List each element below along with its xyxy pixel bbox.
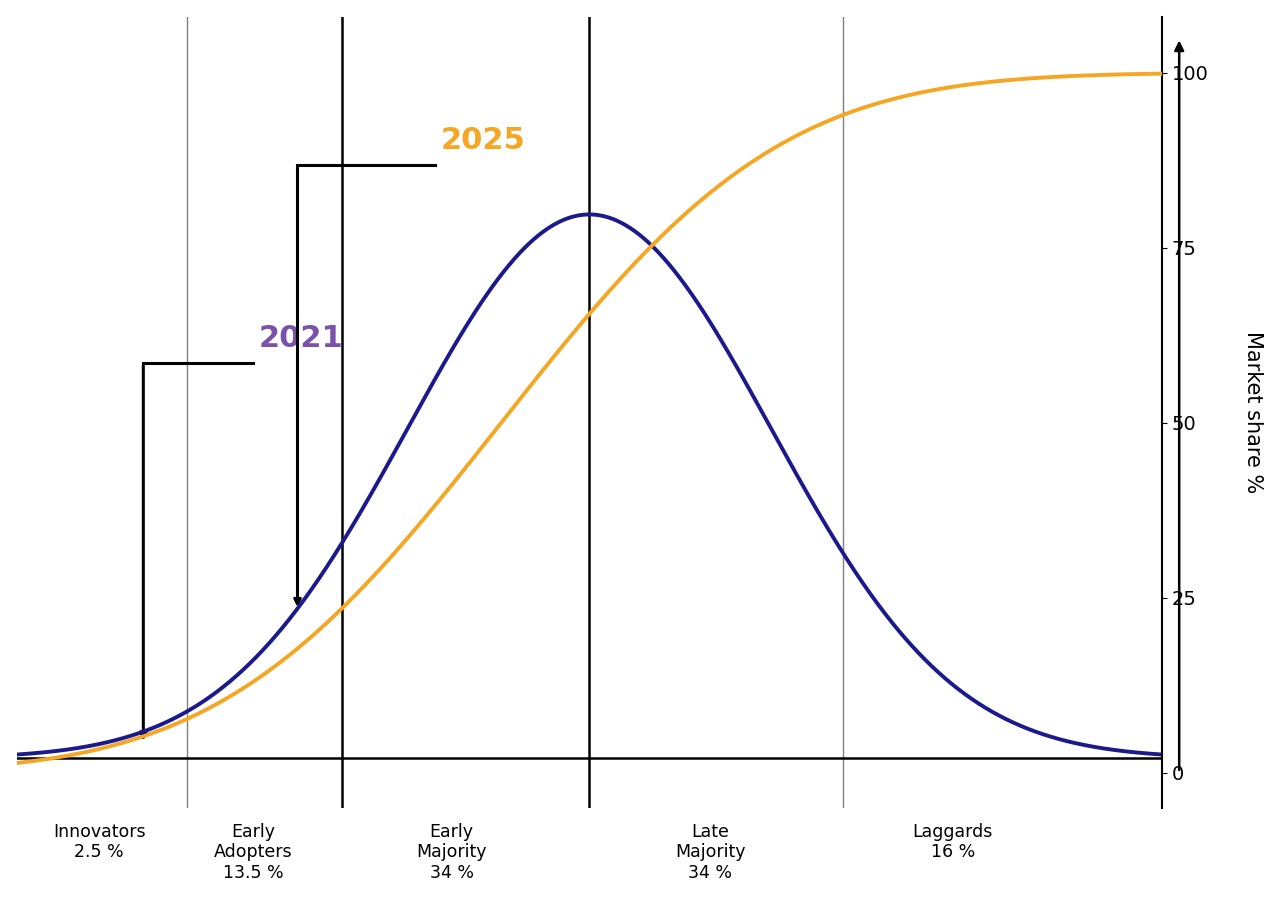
Text: Early
Adopters
13.5 %: Early Adopters 13.5 % bbox=[214, 823, 293, 883]
Text: Innovators
2.5 %: Innovators 2.5 % bbox=[52, 823, 146, 861]
Text: 2021: 2021 bbox=[259, 324, 344, 353]
Text: 2025: 2025 bbox=[440, 126, 525, 155]
Text: Early
Majority
34 %: Early Majority 34 % bbox=[416, 823, 486, 883]
Y-axis label: Market share %: Market share % bbox=[1243, 331, 1263, 493]
Text: Laggards
16 %: Laggards 16 % bbox=[913, 823, 993, 861]
Text: Late
Majority
34 %: Late Majority 34 % bbox=[676, 823, 746, 883]
